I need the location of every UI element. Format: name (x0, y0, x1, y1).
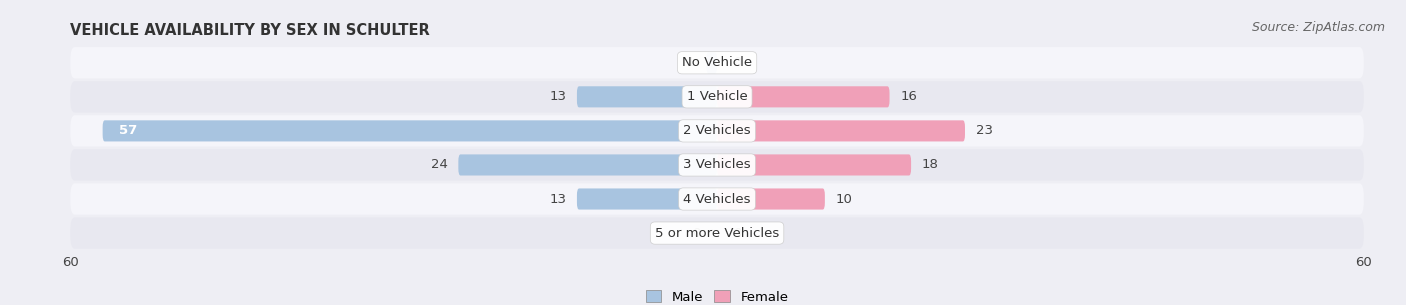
Text: 1 Vehicle: 1 Vehicle (686, 90, 748, 103)
Legend: Male, Female: Male, Female (640, 285, 794, 305)
FancyBboxPatch shape (70, 81, 1364, 113)
FancyBboxPatch shape (706, 52, 717, 73)
Text: 24: 24 (430, 159, 447, 171)
Text: 0: 0 (734, 227, 741, 239)
Text: VEHICLE AVAILABILITY BY SEX IN SCHULTER: VEHICLE AVAILABILITY BY SEX IN SCHULTER (70, 23, 430, 38)
FancyBboxPatch shape (70, 149, 1364, 181)
FancyBboxPatch shape (576, 188, 717, 210)
Text: 57: 57 (118, 124, 136, 137)
Text: 10: 10 (835, 192, 852, 206)
Text: 0: 0 (693, 227, 700, 239)
FancyBboxPatch shape (717, 120, 965, 142)
Text: 4 Vehicles: 4 Vehicles (683, 192, 751, 206)
Text: 1: 1 (688, 56, 696, 69)
FancyBboxPatch shape (717, 86, 890, 107)
Text: No Vehicle: No Vehicle (682, 56, 752, 69)
FancyBboxPatch shape (70, 115, 1364, 147)
FancyBboxPatch shape (70, 217, 1364, 249)
FancyBboxPatch shape (576, 86, 717, 107)
FancyBboxPatch shape (717, 188, 825, 210)
Text: Source: ZipAtlas.com: Source: ZipAtlas.com (1251, 21, 1385, 34)
FancyBboxPatch shape (717, 154, 911, 175)
Text: 18: 18 (922, 159, 939, 171)
FancyBboxPatch shape (103, 120, 717, 142)
Text: 13: 13 (550, 192, 567, 206)
Text: 13: 13 (550, 90, 567, 103)
FancyBboxPatch shape (70, 47, 1364, 78)
Text: 0: 0 (734, 56, 741, 69)
Text: 3 Vehicles: 3 Vehicles (683, 159, 751, 171)
FancyBboxPatch shape (70, 183, 1364, 215)
Text: 5 or more Vehicles: 5 or more Vehicles (655, 227, 779, 239)
FancyBboxPatch shape (458, 154, 717, 175)
Text: 2 Vehicles: 2 Vehicles (683, 124, 751, 137)
Text: 16: 16 (900, 90, 917, 103)
Text: 23: 23 (976, 124, 993, 137)
